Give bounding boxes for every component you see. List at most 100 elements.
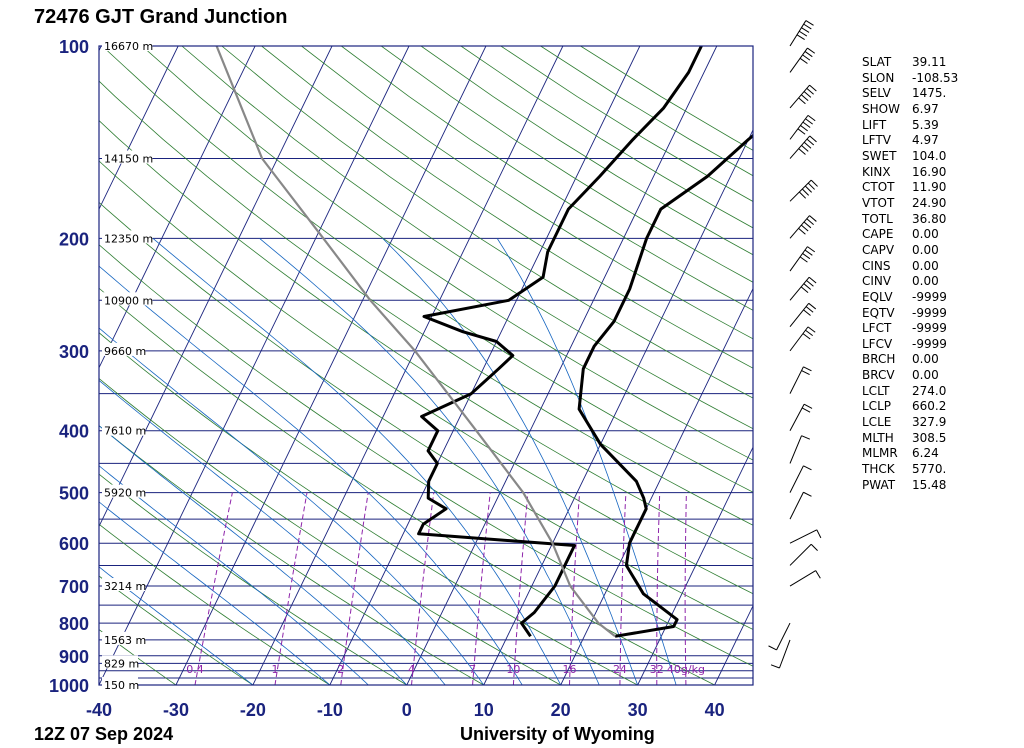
moist-adiabat-line	[99, 501, 331, 685]
index-row: SHOW 6.97	[862, 102, 958, 118]
index-value: 4.97	[912, 133, 939, 148]
index-row: LCLP 660.2	[862, 399, 958, 415]
index-key: SWET	[862, 148, 897, 163]
index-row: EQTV -9999	[862, 306, 958, 322]
mixing-ratio-line	[656, 492, 661, 685]
dry-adiabat-line	[99, 201, 753, 630]
index-key: TOTL	[862, 211, 893, 226]
index-value: 24.90	[912, 195, 947, 210]
dry-adiabat-line	[99, 80, 753, 526]
wind-barb	[789, 135, 817, 159]
isotherm-line	[99, 46, 256, 369]
mixing-ratio-line	[512, 492, 529, 685]
index-value: 104.0	[912, 148, 947, 163]
isotherm-line	[175, 46, 487, 685]
wind-barb	[789, 366, 812, 394]
index-row: BRCV 0.00	[862, 368, 958, 384]
stability-indices-table: SLAT 39.11 SLON -108.53 SELV 1475. SHOW 6.97 LIF…	[862, 55, 958, 493]
mixing-ratio-line	[411, 492, 435, 685]
dry-adiabat-line	[99, 425, 484, 685]
mixing-ratio-line	[569, 492, 581, 685]
x-tick-label: -40	[86, 700, 112, 720]
moist-adiabat-line	[259, 238, 600, 685]
index-row: CAPE 0.00	[862, 227, 958, 243]
wind-barb	[789, 84, 817, 109]
x-tick-label: 20	[551, 700, 571, 720]
index-row: LFCV -9999	[862, 337, 958, 353]
index-value: -9999	[912, 289, 947, 304]
index-value: 6.24	[912, 446, 939, 461]
index-value: 36.80	[912, 211, 947, 226]
index-key: SLAT	[862, 55, 892, 69]
height-label-bg	[102, 292, 153, 306]
index-value: 660.2	[912, 399, 947, 414]
wind-barb	[789, 403, 813, 431]
moist-adiabat-line	[99, 327, 485, 685]
mixing-ratio-line	[472, 492, 491, 685]
index-row: TOTL 36.80	[862, 212, 958, 228]
index-value: 0.00	[912, 227, 939, 242]
index-value: 274.0	[912, 383, 947, 398]
index-value: -9999	[912, 305, 947, 320]
pressure-tick-label: 900	[59, 647, 89, 667]
wind-barb	[789, 20, 814, 47]
x-tick-label: 30	[628, 700, 648, 720]
mixing-ratio-label: 16	[563, 663, 577, 676]
mixing-ratio-label: 1	[271, 663, 278, 676]
wind-barb	[789, 529, 822, 544]
pressure-tick-label: 200	[59, 229, 89, 249]
height-label: 3214 m	[104, 580, 146, 593]
height-label-bg	[102, 655, 138, 669]
wind-barb	[789, 114, 816, 140]
mixing-ratio-label: 24	[613, 663, 627, 676]
isotherm-line	[560, 287, 753, 685]
index-value: 0.00	[912, 352, 939, 367]
pressure-tick-label: 600	[59, 534, 89, 554]
index-key: PWAT	[862, 477, 896, 492]
height-label: 1563 m	[104, 634, 146, 647]
isotherm-line	[329, 46, 641, 685]
wind-barb	[789, 326, 816, 352]
wind-barb	[770, 639, 791, 669]
mixing-ratio-label: 32	[650, 663, 664, 676]
wind-barb	[768, 622, 791, 651]
index-value: 0.00	[912, 368, 939, 383]
pressure-tick-label: 1000	[49, 676, 89, 696]
index-value: 0.00	[912, 274, 939, 289]
wind-barb	[789, 302, 817, 328]
wind-barb	[789, 179, 818, 202]
x-tick-label: -30	[163, 700, 189, 720]
moist-adiabat-line	[152, 238, 562, 685]
pressure-tick-label: 800	[59, 614, 89, 634]
index-row: VTOT 24.90	[862, 196, 958, 212]
dry-adiabat-line	[261, 46, 753, 369]
index-key: LFTV	[862, 133, 891, 148]
height-label: 10900 m	[104, 294, 153, 307]
height-label-bg	[102, 484, 146, 498]
wind-barb	[789, 543, 818, 566]
mixing-ratio-label: 0.4	[186, 663, 204, 676]
height-label: 7610 m	[104, 425, 146, 438]
index-value: 39.11	[912, 55, 947, 69]
pressure-tick-label: 100	[59, 37, 89, 57]
pressure-tick-label: 700	[59, 577, 89, 597]
mixing-ratio-label: 40g/kg	[667, 663, 705, 676]
index-value: -108.53	[912, 70, 959, 85]
wind-barb	[789, 465, 812, 493]
index-key: BRCH	[862, 352, 896, 367]
dry-adiabat-line	[141, 46, 753, 461]
dry-adiabat-line	[99, 473, 408, 685]
observation-time: 12Z 07 Sep 2024	[34, 724, 174, 744]
height-label-bg	[102, 230, 153, 244]
index-value: 6.97	[912, 101, 939, 116]
index-key: MLTH	[862, 430, 894, 445]
index-key: CAPE	[862, 227, 894, 242]
index-key: BRCV	[862, 368, 895, 383]
height-label-bg	[102, 342, 146, 356]
index-value: -9999	[912, 321, 947, 336]
moist-adiabat-line	[99, 465, 369, 685]
mixing-ratio-label: 7	[469, 663, 476, 676]
index-row: CINS 0.00	[862, 259, 958, 275]
height-label: 5920 m	[104, 487, 146, 500]
